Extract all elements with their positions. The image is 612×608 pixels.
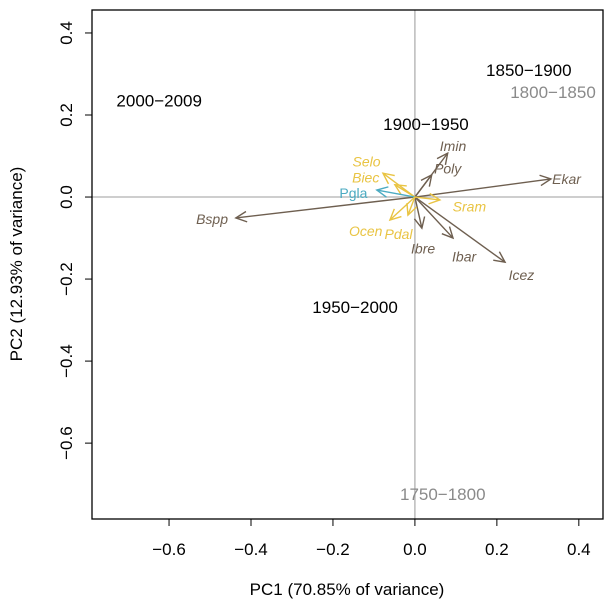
- arrowhead-icez: [493, 251, 507, 264]
- arrow-label: Ekar: [552, 171, 582, 187]
- arrow-label: Selo: [353, 153, 381, 169]
- arrow-pgla: [376, 189, 416, 198]
- arrowhead-sram: [428, 192, 442, 205]
- x-tick-label: 0.2: [485, 540, 509, 559]
- plot-frame: [91, 9, 604, 520]
- arrow-label: Ocen: [349, 223, 383, 239]
- arrow-label: Pgla: [339, 185, 367, 201]
- y-tick-label: 0.0: [57, 185, 76, 209]
- arrow-sram: [414, 196, 440, 201]
- arrow-label: Imin: [440, 138, 467, 154]
- arrow-pdal: [407, 196, 416, 216]
- arrow-icez: [414, 196, 506, 263]
- x-axis-label: PC1 (70.85% of variance): [250, 580, 445, 599]
- arrow-label: Bspp: [196, 211, 228, 227]
- arrow-ibre: [414, 196, 423, 229]
- period-label: 1950−2000: [312, 298, 398, 317]
- x-tick-label: 0.4: [567, 540, 591, 559]
- y-tick-label: 0.4: [57, 21, 76, 45]
- arrow-bspp: [235, 196, 415, 219]
- arrow-poly: [414, 174, 433, 198]
- arrowhead-pdal: [406, 203, 418, 217]
- arrowhead-ocen: [388, 208, 402, 222]
- arrow-ibar: [414, 196, 454, 239]
- arrow-label: Ibar: [452, 249, 477, 265]
- arrow-label: Sram: [453, 198, 487, 214]
- arrowhead-imin: [436, 151, 449, 166]
- arrow-label: Poly: [434, 160, 462, 176]
- y-tick-label: −0.4: [57, 344, 76, 378]
- x-tick-label: −0.4: [234, 540, 268, 559]
- x-tick-label: −0.6: [152, 540, 186, 559]
- arrowhead-biec: [393, 183, 407, 196]
- arrow-label: Biec: [352, 169, 379, 185]
- period-label: 2000−2009: [116, 92, 202, 111]
- arrow-biec: [394, 184, 416, 198]
- y-tick-label: −0.6: [57, 426, 76, 460]
- y-axis-label: PC2 (12.93% of variance): [7, 167, 26, 362]
- arrowhead-ekar: [539, 174, 553, 187]
- arrowhead-pgla: [375, 186, 389, 198]
- arrowhead-bspp: [234, 210, 248, 223]
- period-label: 1850−1900: [486, 61, 572, 80]
- arrow-label: Ibre: [411, 240, 435, 256]
- arrow-label: Pdal: [385, 226, 414, 242]
- period-label: 1800−1850: [510, 83, 596, 102]
- x-tick-label: 0.0: [403, 540, 427, 559]
- x-tick-label: −0.2: [316, 540, 350, 559]
- arrow-ocen: [389, 196, 416, 221]
- arrowhead-ibre: [413, 216, 426, 230]
- period-label: 1750−1800: [400, 485, 486, 504]
- arrowhead-ibar: [441, 226, 455, 240]
- period-label: 1900−1950: [383, 115, 469, 134]
- y-tick-label: −0.2: [57, 262, 76, 296]
- arrowhead-poly: [420, 173, 433, 187]
- arrow-ekar: [414, 178, 552, 198]
- y-tick-label: 0.2: [57, 103, 76, 127]
- arrow-label: Icez: [509, 267, 535, 283]
- arrowhead-selo: [381, 172, 395, 185]
